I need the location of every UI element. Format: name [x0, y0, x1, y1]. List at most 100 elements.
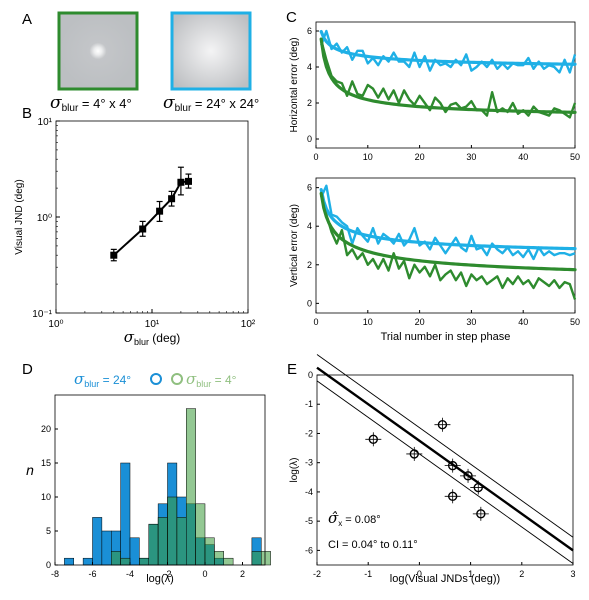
y-tick-label: 6 [307, 183, 312, 193]
x-tick-label: -8 [51, 569, 59, 579]
histogram-bar-blur-4 [251, 551, 262, 566]
legend-marker-blur-4 [171, 373, 183, 385]
histogram-bar-blur-4 [186, 408, 196, 566]
histogram-bar-blur-4 [204, 537, 215, 566]
stimulus-small-blur [57, 11, 139, 91]
y-tick-label: 4 [307, 221, 312, 231]
legend-marker-blur-24 [150, 373, 162, 385]
data-point [447, 460, 458, 471]
y-tick-label: -3 [305, 458, 313, 468]
stimulus-large-blur [170, 11, 252, 91]
x-tick-label: 10⁰ [48, 319, 63, 330]
histogram-bar-blur-4 [139, 557, 149, 566]
data-point [409, 449, 419, 459]
x-tick-label: 30 [466, 317, 476, 327]
x-tick-label: 0 [417, 569, 422, 579]
x-tick-label: 10 [363, 152, 373, 162]
x-tick-label: 30 [466, 152, 476, 162]
ci-upper-line [316, 354, 574, 538]
panel-letter-e: E [287, 361, 297, 378]
y-tick-label: -6 [305, 545, 313, 555]
green-fit-curve [319, 191, 577, 272]
panel-a: σblur = 4° x 4° σblur = 24° x 24° [50, 11, 259, 114]
y-tick-label: -5 [305, 516, 313, 526]
histogram-bar-blur-4 [111, 551, 121, 566]
histogram-bar-blur-24 [120, 462, 131, 566]
plot-frame [315, 177, 576, 314]
histogram-bar-blur-24 [82, 557, 93, 566]
histogram-bar-blur-4 [261, 551, 271, 566]
fit-line [316, 366, 574, 552]
x-tick-label: 0 [202, 569, 207, 579]
x-tick-label: 40 [518, 317, 528, 327]
x-tick-label: 2 [519, 569, 524, 579]
x-tick-label: 0 [313, 152, 318, 162]
chart-c-horizontal: 0 10 20 30 40 50 0 2 4 6 Horizontal error (deg) [289, 21, 580, 162]
cyan-series-line [320, 184, 576, 261]
histogram-bar-blur-4 [195, 503, 206, 566]
y-tick-label: 15 [41, 458, 51, 468]
y-axis-label: n [26, 462, 34, 478]
y-axis-label: Vertical error (deg) [289, 204, 300, 287]
histogram-bar-blur-4 [148, 523, 159, 566]
plot-frame [55, 120, 249, 314]
cyan-fit-curve [319, 187, 577, 251]
x-tick-label: 0 [313, 317, 318, 327]
x-tick-label: 50 [570, 317, 580, 327]
x-axis-label: log(Visual JNDs (deg)) [390, 573, 500, 585]
plot-frame [54, 394, 266, 566]
panel-letter-b: B [22, 105, 32, 122]
data-point [156, 207, 164, 215]
green-fit-curve [319, 37, 577, 114]
data-point [168, 195, 176, 203]
x-tick-label: 1 [468, 569, 473, 579]
x-tick-label: 3 [570, 569, 575, 579]
data-point [447, 491, 458, 502]
x-tick-label: 2 [240, 569, 245, 579]
data-point [473, 482, 483, 493]
green-series-line [320, 195, 577, 300]
y-axis-label: Visual JND (deg) [14, 179, 25, 254]
x-tick-label: 10 [363, 317, 373, 327]
fit-line [113, 180, 189, 256]
y-tick-label: 6 [307, 26, 312, 36]
chart-c-vertical: 0 10 20 30 40 50 0 2 4 6 Vertical error (deg) Trial… [289, 177, 580, 343]
x-tick-label: -6 [88, 569, 96, 579]
cyan-series-line [320, 29, 577, 74]
y-axis-label: log(λ) [289, 457, 300, 482]
data-point [110, 251, 118, 259]
annotation-ci: CI = 0.04° to 0.11° [328, 539, 418, 551]
legend-label-blur-4: σblur = 4° [186, 370, 237, 389]
x-tick-label: -1 [364, 569, 372, 579]
y-tick-label: 10⁰ [37, 213, 52, 224]
histogram-bar-blur-24 [92, 517, 103, 566]
y-tick-label: 0 [308, 370, 313, 380]
y-tick-label: 2 [307, 260, 312, 270]
histogram-bar-blur-4 [176, 517, 187, 566]
chart-e: -2 -1 0 1 2 3 0 -1 -2 -3 -4 -5 -6 σ̂x = 0.08° CI = 0.0… [289, 354, 576, 585]
plot-frame [315, 21, 576, 149]
x-axis-label: σblur (deg) [124, 328, 181, 347]
x-tick-label: 50 [570, 152, 580, 162]
data-point [476, 509, 486, 519]
y-tick-label: 5 [46, 526, 51, 536]
stimulus-small-label: σblur = 4° x 4° [50, 93, 132, 114]
y-tick-label: -4 [305, 487, 313, 497]
y-tick-label: 10¹ [38, 117, 53, 128]
y-tick-label: 0 [307, 298, 312, 308]
y-tick-label: 2 [307, 98, 312, 108]
x-axis-label: log(λ) [146, 573, 174, 585]
y-tick-label: 10⁻¹ [32, 309, 52, 320]
x-tick-label: 20 [415, 152, 425, 162]
histogram-bar-blur-4 [223, 557, 234, 566]
plot-frame [316, 374, 574, 566]
y-tick-label: 10 [41, 492, 51, 502]
y-tick-label: -2 [305, 428, 313, 438]
histogram-bar-blur-24 [64, 557, 74, 566]
histogram-bar-blur-24 [101, 530, 112, 566]
legend-label-blur-24: σblur = 24° [74, 370, 131, 389]
panel-letter-d: D [22, 361, 33, 378]
